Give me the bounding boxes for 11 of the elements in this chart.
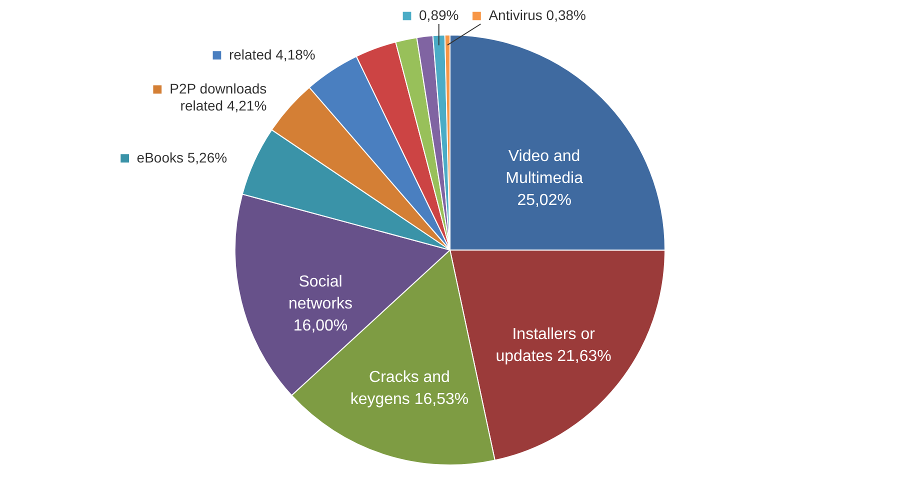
data-label: 16,00% — [293, 318, 348, 335]
legend-label: eBooks 5,26% — [136, 149, 228, 166]
slice-label: Video and Multimedia — [506, 148, 584, 187]
legend-label: Antivirus 0,38% — [488, 7, 586, 23]
data-label: 0,89% — [419, 7, 459, 23]
slice-label: Installers or updates 21,63% — [496, 326, 612, 365]
slice-label: Social networks — [288, 274, 353, 313]
data-label: 25,02% — [517, 192, 572, 209]
legend-label: P2P downloads related 4,21% — [170, 80, 267, 114]
slice-label: Cracks and keygens 16,53% — [350, 368, 469, 408]
legend-label: related 4,18% — [228, 46, 316, 62]
